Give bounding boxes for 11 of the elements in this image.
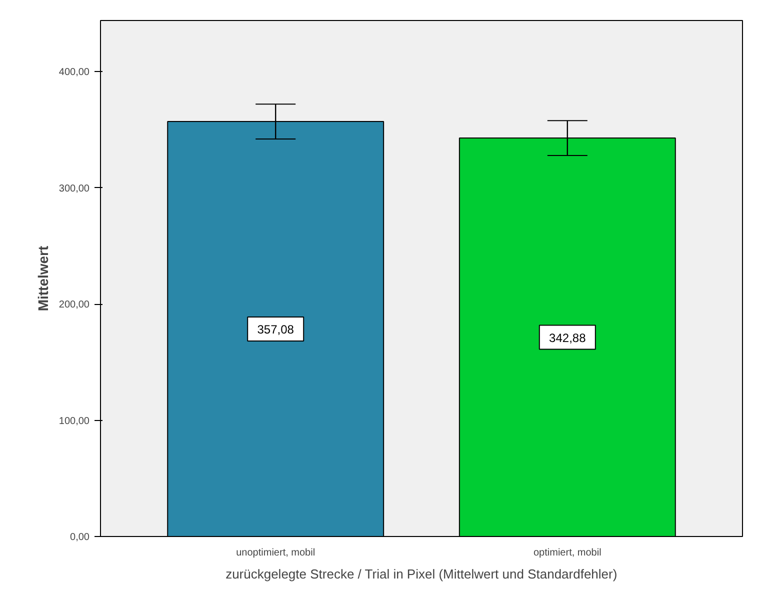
x-tick-label: unoptimiert, mobil <box>236 548 316 558</box>
y-tick-label: 300,00 <box>58 183 90 194</box>
y-tick-label: 200,00 <box>58 300 90 311</box>
data-label: 342,88 <box>549 330 586 345</box>
y-tick-label: 400,00 <box>58 67 90 78</box>
y-axis-title: Mittelwert <box>34 245 51 312</box>
x-axis-title: zurückgelegte Strecke / Trial in Pixel (Mittelwert und Standardfehler) <box>226 566 618 582</box>
x-tick-label: optimiert, mobil <box>534 548 602 558</box>
data-label: 357,08 <box>257 322 294 337</box>
y-tick-label: 100,00 <box>58 416 90 427</box>
y-tick-label: 0,00 <box>70 532 90 543</box>
